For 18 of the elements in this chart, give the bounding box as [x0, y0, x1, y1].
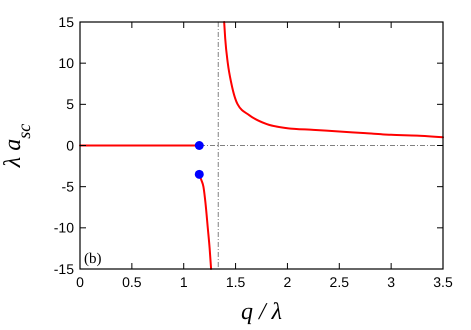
x-tick-label: 2: [284, 274, 292, 290]
y-tick-label: -5: [62, 178, 74, 195]
y-tick-label: -15: [54, 260, 74, 277]
x-tick-label: 1.5: [226, 274, 246, 290]
x-tick-label: 2.5: [330, 274, 350, 290]
y-tick-label: 10: [58, 55, 74, 72]
x-axis-title: q / λ: [240, 299, 282, 325]
y-tick-label: 5: [66, 96, 74, 112]
y-tick-label: 0: [66, 137, 74, 154]
annotation: (b): [84, 251, 102, 267]
x-tick-label: 3: [387, 274, 396, 290]
x-tick-label: 1: [180, 274, 188, 290]
y-tick-label: 15: [58, 14, 74, 30]
x-tick-label: 3.5: [433, 274, 453, 290]
y-tick-label: -10: [54, 220, 74, 236]
line-series: [223, 21, 444, 138]
x-tick-label: 0: [76, 274, 84, 290]
x-tick-label: 0.5: [122, 274, 142, 290]
